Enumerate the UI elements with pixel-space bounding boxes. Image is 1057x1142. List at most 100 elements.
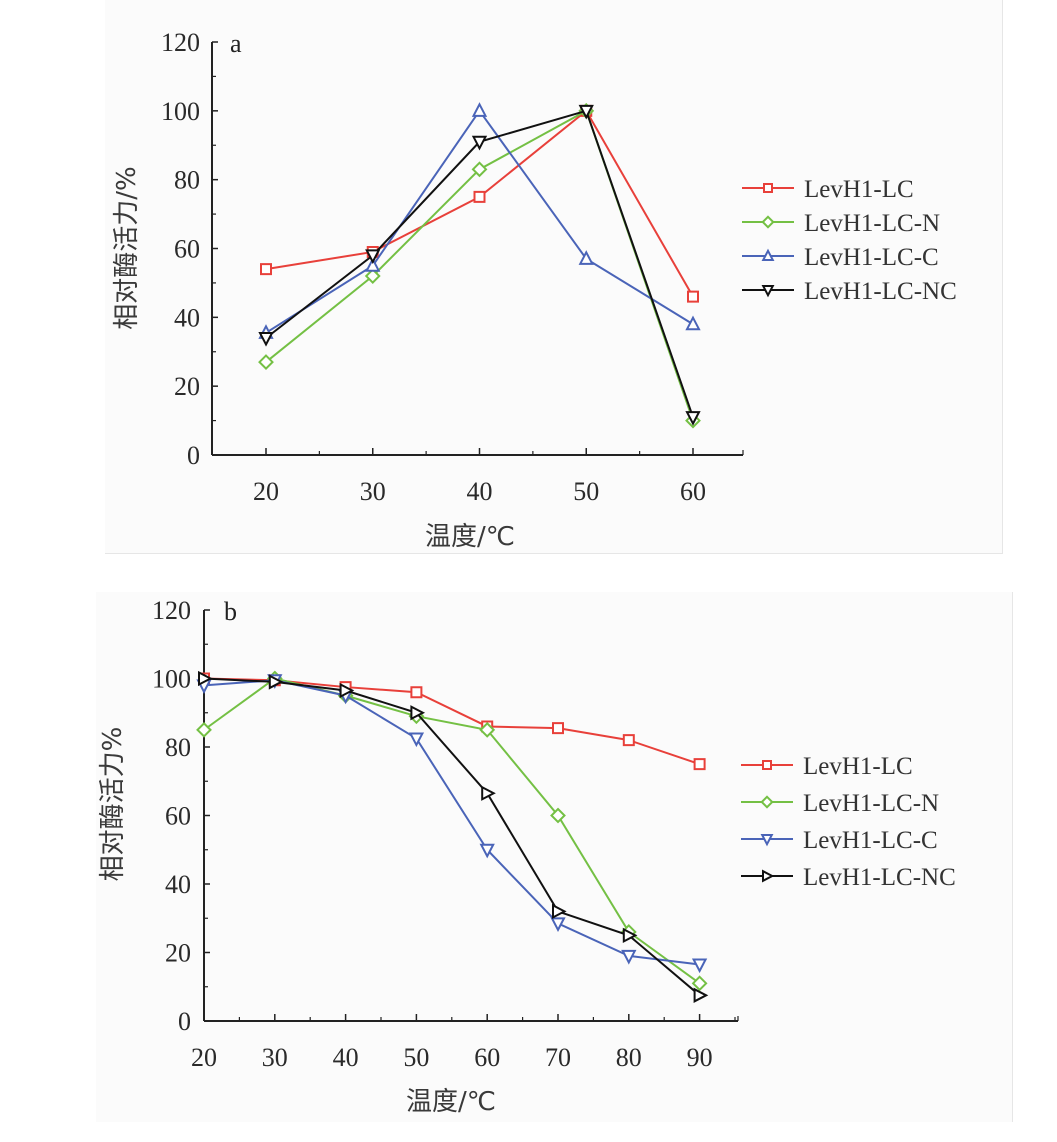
data-point bbox=[196, 721, 212, 738]
series-levh1-lc bbox=[260, 104, 699, 303]
legend-marker bbox=[761, 248, 775, 261]
y-axis-title-b: 相对酶活力% bbox=[98, 727, 128, 882]
series-levh1-lc-n bbox=[196, 670, 708, 992]
chart-panel-b: b 温度/℃ 相对酶活力% 0 20 40 60 80 100 120 20 30 40 50 60 7… bbox=[96, 592, 1013, 1122]
y-tick-label: 80 bbox=[174, 166, 200, 195]
data-point bbox=[339, 682, 355, 699]
data-point bbox=[687, 290, 699, 303]
x-tick-label: 40 bbox=[467, 477, 493, 506]
data-point bbox=[691, 958, 708, 974]
data-point bbox=[364, 268, 381, 284]
panel-label-b: b bbox=[224, 597, 237, 626]
x-tick-label: 70 bbox=[545, 1043, 571, 1072]
y-tick-label: 100 bbox=[161, 97, 200, 126]
legend-label: LevH1-LC-C bbox=[804, 244, 939, 271]
x-tick-label: 60 bbox=[474, 1043, 500, 1072]
data-point bbox=[691, 975, 708, 992]
data-point bbox=[365, 249, 381, 265]
data-point bbox=[198, 670, 213, 687]
legend-label: LevH1-LC-NC bbox=[803, 864, 956, 891]
data-point bbox=[471, 161, 488, 178]
data-point bbox=[693, 758, 706, 771]
legend-label: LevH1-LC-NC bbox=[804, 278, 957, 305]
data-point bbox=[550, 917, 566, 933]
legend-marker bbox=[761, 215, 775, 229]
legend-item: LevH1-LC-N bbox=[741, 790, 939, 817]
data-point bbox=[479, 721, 496, 738]
y-tick-label: 20 bbox=[165, 939, 191, 968]
data-point bbox=[552, 903, 567, 920]
legend-marker bbox=[762, 760, 772, 770]
data-point bbox=[481, 785, 496, 801]
x-axis-title-a: 温度/℃ bbox=[425, 522, 515, 552]
series-levh1-lc-nc bbox=[198, 670, 709, 1003]
y-tick-label: 100 bbox=[152, 665, 191, 694]
data-point bbox=[258, 331, 274, 347]
x-tick-label: 20 bbox=[191, 1043, 217, 1072]
legend-marker bbox=[763, 183, 773, 193]
legend-item: LevH1-LC-NC bbox=[741, 864, 956, 891]
data-point bbox=[471, 102, 488, 117]
x-tick-label: 30 bbox=[360, 477, 386, 506]
legend-marker bbox=[760, 795, 774, 809]
legend-label: LevH1-LC-N bbox=[803, 790, 939, 817]
x-tick-label: 40 bbox=[333, 1043, 359, 1072]
data-point bbox=[410, 686, 423, 699]
data-point bbox=[685, 411, 701, 426]
data-point bbox=[693, 987, 709, 1003]
y-tick-label: 40 bbox=[174, 303, 200, 332]
data-point bbox=[578, 104, 594, 120]
x-tick-label: 90 bbox=[687, 1043, 713, 1072]
y-tick-label: 120 bbox=[161, 28, 200, 57]
data-point bbox=[410, 705, 426, 721]
series-levh1-lc-n bbox=[258, 102, 701, 429]
data-point bbox=[365, 257, 381, 272]
legend-label: LevH1-LC bbox=[803, 753, 913, 780]
y-tick-label: 80 bbox=[165, 733, 191, 762]
series-line bbox=[203, 677, 701, 985]
x-tick-label: 30 bbox=[262, 1043, 288, 1072]
data-point bbox=[260, 263, 272, 276]
series-line bbox=[203, 677, 701, 997]
x-tick-label: 50 bbox=[403, 1043, 429, 1072]
y-tick-label: 40 bbox=[165, 870, 191, 899]
series-line bbox=[203, 677, 700, 766]
data-point bbox=[473, 190, 486, 203]
series-line bbox=[265, 109, 694, 418]
data-point bbox=[622, 734, 635, 747]
data-point bbox=[258, 354, 274, 370]
legend-label: LevH1-LC bbox=[804, 176, 914, 203]
legend-item: LevH1-LC-N bbox=[742, 210, 940, 237]
series-line bbox=[265, 109, 694, 421]
y-tick-label: 20 bbox=[174, 372, 200, 401]
y-axis-title-a: 相对酶活力/% bbox=[112, 166, 142, 329]
data-point bbox=[621, 949, 637, 965]
legend-label: LevH1-LC-N bbox=[804, 210, 940, 237]
y-tick-label: 120 bbox=[152, 596, 191, 625]
legend-item: LevH1-LC-C bbox=[741, 827, 938, 854]
data-point bbox=[578, 250, 594, 265]
x-tick-label: 60 bbox=[680, 477, 706, 506]
x-tick-label: 80 bbox=[616, 1043, 642, 1072]
panel-label-a: a bbox=[230, 29, 242, 58]
legend-item: LevH1-LC-NC bbox=[742, 278, 957, 305]
y-tick-label: 0 bbox=[178, 1007, 191, 1036]
data-point bbox=[471, 135, 488, 151]
x-tick-label: 50 bbox=[573, 477, 599, 506]
series-levh1-lc-nc bbox=[258, 104, 701, 426]
data-point bbox=[479, 843, 495, 859]
y-tick-label: 60 bbox=[165, 802, 191, 831]
data-point bbox=[552, 722, 564, 735]
data-point bbox=[622, 927, 638, 944]
data-point bbox=[685, 315, 701, 331]
chart-a-svg: a 温度/℃ 相对酶活力/% 0 20 40 60 80 100 120 20 30 40 50 60… bbox=[112, 28, 957, 552]
chart-panel-a: a 温度/℃ 相对酶活力/% 0 20 40 60 80 100 120 20 30 40 50 60… bbox=[105, 0, 1003, 554]
legend-marker bbox=[762, 869, 775, 883]
legend-label: LevH1-LC-C bbox=[803, 827, 938, 854]
legend-item: LevH1-LC bbox=[742, 176, 914, 203]
x-axis-title-b: 温度/℃ bbox=[406, 1087, 496, 1117]
data-point bbox=[550, 807, 566, 824]
y-tick-label: 0 bbox=[187, 441, 200, 470]
y-tick-label: 60 bbox=[174, 235, 200, 264]
